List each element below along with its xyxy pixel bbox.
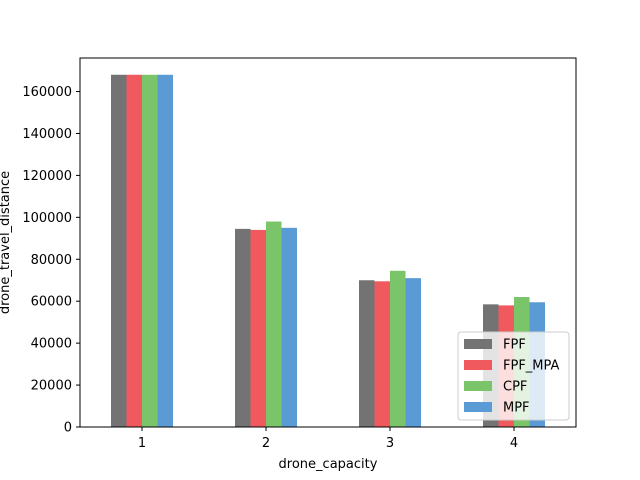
- y-tick-label: 120000: [22, 169, 72, 184]
- legend-swatch: [464, 339, 492, 349]
- y-axis-ticks: 0 20000 40000 60000 80000 100000 120000 140000 1…: [22, 85, 80, 436]
- bar-fpf-mpa-cat-3: [374, 281, 390, 427]
- x-tick-label: 1: [138, 436, 146, 451]
- bar-mpf-cat-1: [157, 74, 173, 428]
- legend-swatch: [464, 360, 492, 370]
- x-axis-label: drone_capacity: [279, 457, 378, 472]
- y-tick-label: 20000: [31, 379, 72, 394]
- legend-label: MPF: [503, 401, 530, 416]
- legend-box: [457, 331, 570, 421]
- y-axis-label: drone_travel_distance: [0, 171, 13, 314]
- bar-cpf-cat-2: [266, 221, 282, 427]
- legend: FPF FPF_MPA CPF MPF: [457, 331, 570, 421]
- x-tick-label: 2: [262, 436, 270, 451]
- bar-fpf-mpa-cat-2: [250, 229, 266, 427]
- x-tick-label: 4: [510, 436, 518, 451]
- bar-mpf-cat-2: [281, 227, 297, 427]
- bar-fpf-mpa-cat-1: [126, 74, 142, 428]
- bar-fpf-cat-3: [359, 280, 375, 427]
- y-tick-label: 100000: [22, 211, 72, 226]
- plot-frame: [79, 57, 577, 428]
- y-tick-label: 140000: [22, 127, 72, 142]
- legend-swatch: [464, 381, 492, 391]
- bar-cpf-cat-1: [142, 74, 158, 428]
- legend-label: FPF_MPA: [503, 359, 560, 374]
- y-tick-label: 40000: [31, 337, 72, 352]
- y-tick-label: 160000: [22, 85, 72, 100]
- x-axis-ticks: 1 2 3 4: [138, 427, 518, 451]
- bar-fpf-cat-2: [235, 228, 251, 427]
- y-tick-label: 60000: [31, 295, 72, 310]
- y-tick-label: 0: [64, 421, 72, 436]
- y-tick-label: 80000: [31, 253, 72, 268]
- x-tick-label: 3: [386, 436, 394, 451]
- bar-cpf-cat-3: [390, 270, 406, 427]
- bar-fpf-cat-1: [111, 74, 127, 428]
- legend-label: CPF: [503, 380, 527, 395]
- legend-swatch: [464, 402, 492, 412]
- bar-mpf-cat-3: [405, 278, 421, 427]
- legend-label: FPF: [503, 338, 526, 353]
